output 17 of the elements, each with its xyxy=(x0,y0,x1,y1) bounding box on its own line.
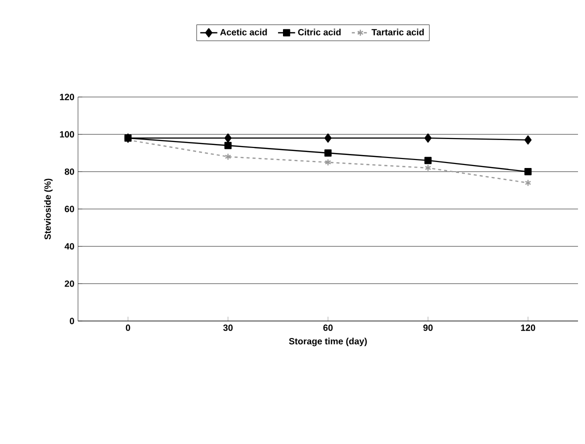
legend-label: Acetic acid xyxy=(220,28,267,36)
y-tick-label: 100 xyxy=(60,131,74,138)
x-tick-label: 60 xyxy=(323,324,333,331)
x-tick-label: 0 xyxy=(126,324,130,331)
y-tick-label: 120 xyxy=(60,94,74,100)
y-tick-label: 40 xyxy=(64,243,74,250)
y-tick-label: 80 xyxy=(64,168,74,175)
y-tick-label: 60 xyxy=(64,206,74,212)
x-tick-label: 30 xyxy=(223,324,233,331)
legend-label: Citric acid xyxy=(298,28,341,36)
y-tick-label: 20 xyxy=(64,280,74,287)
y-tick-label: 0 xyxy=(70,318,74,324)
x-tick-label: 90 xyxy=(423,324,433,331)
y-axis-title: Stevioside (%) xyxy=(44,178,53,240)
x-axis-title: Storage time (day) xyxy=(289,338,367,346)
x-tick-label: 120 xyxy=(521,324,536,331)
legend-label: Tartaric acid xyxy=(372,28,424,36)
